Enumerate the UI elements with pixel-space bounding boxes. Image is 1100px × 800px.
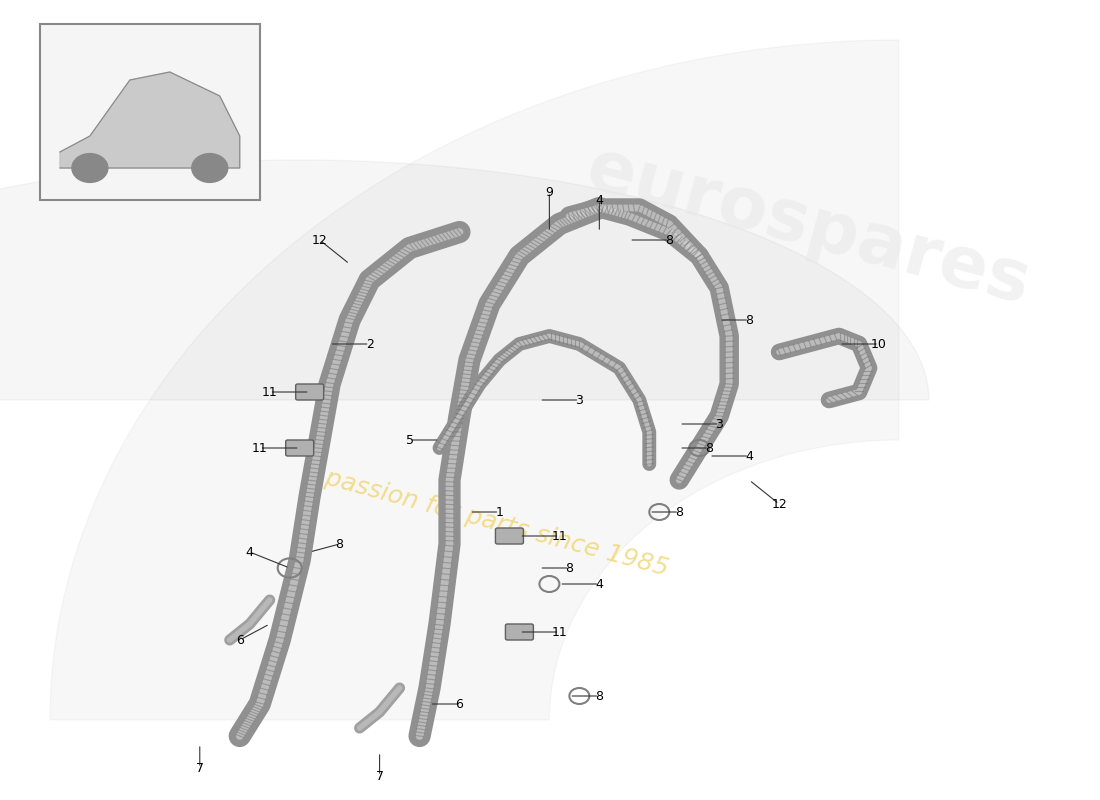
FancyBboxPatch shape — [495, 528, 524, 544]
Text: 11: 11 — [262, 386, 277, 398]
Text: 3: 3 — [575, 394, 583, 406]
Text: 11: 11 — [252, 442, 267, 454]
Polygon shape — [59, 72, 240, 168]
Text: 8: 8 — [745, 314, 754, 326]
Text: 12: 12 — [311, 234, 328, 246]
Text: 8: 8 — [675, 506, 683, 518]
Text: 8: 8 — [666, 234, 673, 246]
Text: 7: 7 — [196, 762, 204, 774]
Circle shape — [191, 154, 228, 182]
Text: eurospares: eurospares — [580, 134, 1038, 319]
Text: 2: 2 — [365, 338, 374, 350]
Text: 3: 3 — [715, 418, 723, 430]
Text: 8: 8 — [336, 538, 343, 550]
Text: 8: 8 — [595, 690, 603, 702]
Text: 4: 4 — [245, 546, 254, 558]
Text: 10: 10 — [871, 338, 887, 350]
Text: 6: 6 — [235, 634, 244, 646]
Wedge shape — [50, 40, 899, 720]
Text: 5: 5 — [406, 434, 414, 446]
Text: 8: 8 — [705, 442, 713, 454]
Text: 4: 4 — [745, 450, 754, 462]
FancyBboxPatch shape — [505, 624, 534, 640]
Text: a passion for parts since 1985: a passion for parts since 1985 — [299, 460, 671, 581]
Bar — [40, 24, 260, 200]
FancyBboxPatch shape — [286, 440, 313, 456]
Text: 4: 4 — [595, 578, 603, 590]
FancyBboxPatch shape — [296, 384, 323, 400]
Text: 6: 6 — [455, 698, 463, 710]
Text: 4: 4 — [595, 194, 603, 206]
Text: 8: 8 — [565, 562, 573, 574]
Text: 12: 12 — [771, 498, 786, 510]
Text: 1: 1 — [495, 506, 504, 518]
Text: 11: 11 — [551, 530, 568, 542]
Circle shape — [72, 154, 108, 182]
Text: 9: 9 — [546, 186, 553, 198]
Text: 11: 11 — [551, 626, 568, 638]
Text: 7: 7 — [375, 770, 384, 782]
